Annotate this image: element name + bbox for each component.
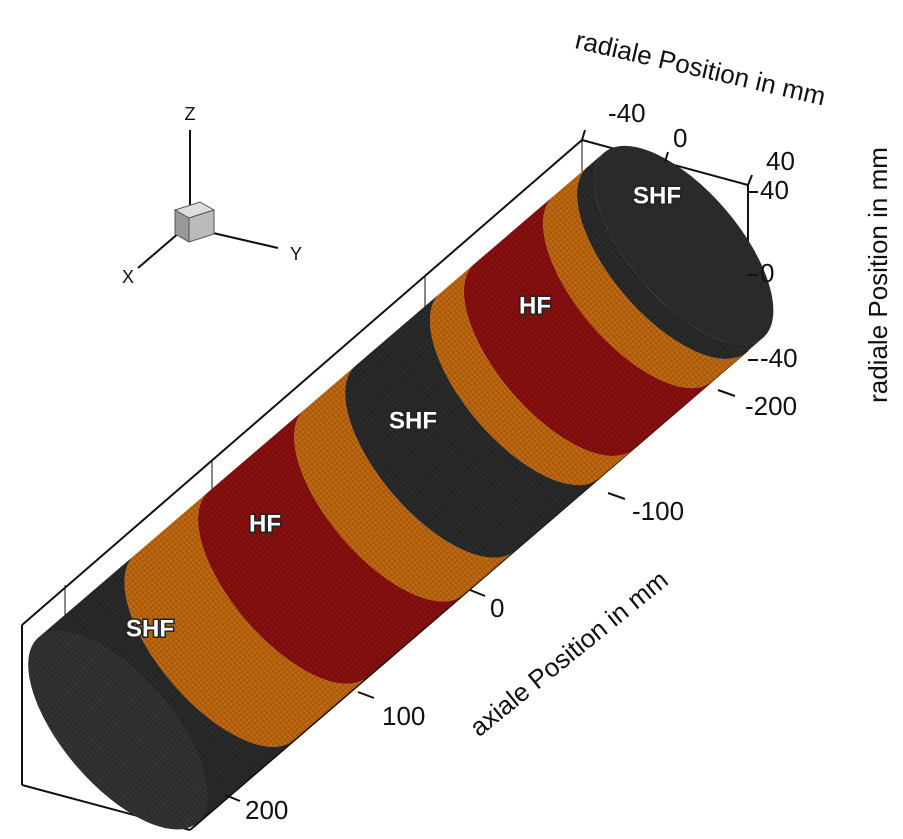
region-label: SHF [389,407,437,434]
tick [582,130,585,140]
tick-label: 200 [245,795,288,825]
axis-title-radial-right: radiale Position in mm [863,147,893,403]
tick-label: 0 [490,593,504,623]
triad-z: Z [185,104,196,124]
region-label: HF [519,292,551,319]
tick-label: 100 [382,701,425,731]
tick [748,175,752,185]
tick-label: 40 [766,146,795,176]
tick-label: 40 [760,175,789,205]
figure: Z Y X radiale Position in mm radiale Pos… [0,0,903,839]
tick-label: 0 [760,258,774,288]
tick-label: -40 [608,98,646,128]
triad-x: X [122,267,134,287]
tick [608,493,625,499]
tick-label: -40 [760,343,798,373]
orientation-triad: Z Y X [122,104,302,287]
region-label: SHF [633,182,681,209]
triad-y: Y [290,244,302,264]
tick-label: 0 [673,123,687,153]
tick [470,590,485,596]
region-label: SHF [126,615,174,642]
region-label: HF [249,510,281,537]
axis-title-axial: axiale Position in mm [464,564,674,742]
tick [718,390,735,396]
tick-label: -200 [745,391,797,421]
tick-label: -100 [632,496,684,526]
tick [358,692,374,698]
